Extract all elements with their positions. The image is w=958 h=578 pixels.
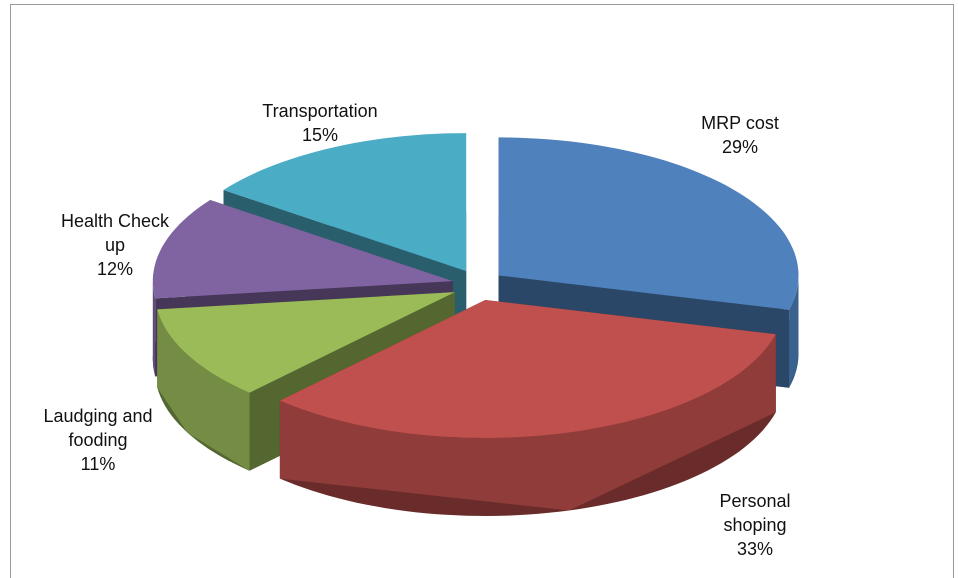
data-label: MRP cost 29% [677,111,803,159]
slice [223,133,467,272]
slice [279,299,776,438]
slice-wall [789,275,799,388]
label-name: Transportation [262,101,378,121]
label-value: 33% [736,539,774,559]
data-label: Personal shoping 33% [692,489,818,561]
label-name: Laudging and fooding [43,406,153,450]
label-value: 11% [80,454,116,474]
label-value: 29% [721,137,759,157]
slice [157,292,455,393]
slice-wall [279,334,776,511]
label-value: 15% [301,125,339,145]
data-label: Transportation 15% [257,99,383,147]
slice-wall [157,309,250,471]
slice [498,137,799,310]
slice-wall [152,281,156,377]
chart-frame [10,4,954,578]
label-name: MRP cost [701,113,779,133]
label-value: 12% [96,259,134,279]
label-name: Health Check up [60,211,170,255]
label-name: Personal shoping [719,491,791,535]
data-label: Laudging and fooding 11% [35,404,161,476]
data-label: Health Check up 12% [52,209,178,281]
slice [152,200,453,299]
